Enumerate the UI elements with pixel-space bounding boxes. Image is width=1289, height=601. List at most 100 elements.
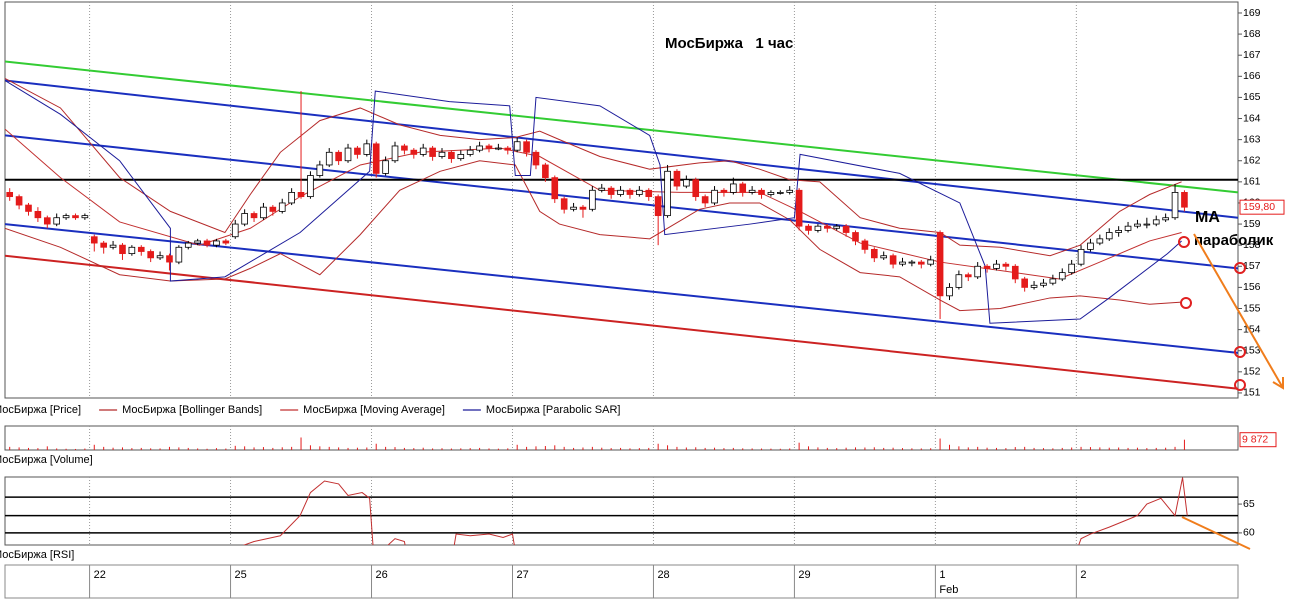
candle-body xyxy=(438,151,446,157)
candle-body xyxy=(401,145,408,151)
candle-body xyxy=(448,151,455,160)
candle-body xyxy=(617,189,624,195)
candle-body xyxy=(1087,242,1094,250)
candle-body xyxy=(767,192,775,195)
x-tick-label: 25 xyxy=(235,569,247,581)
candle-body xyxy=(410,149,418,155)
candle-body xyxy=(636,189,643,195)
x-tick-label: 26 xyxy=(376,569,388,581)
candle-body xyxy=(81,215,89,219)
candle-body xyxy=(570,206,577,210)
candle-body xyxy=(231,223,239,238)
y-tick-label: 165 xyxy=(1243,91,1261,103)
candle-body xyxy=(598,187,606,191)
rsi-line xyxy=(242,477,1188,545)
candle-body xyxy=(466,149,474,155)
marker-circle xyxy=(1234,262,1246,274)
x-tick-label: 22 xyxy=(94,569,106,581)
candle-body xyxy=(1105,232,1113,240)
y-tick-label: 169 xyxy=(1243,7,1261,19)
candle-body xyxy=(495,147,502,150)
candle-body xyxy=(391,145,399,162)
candle-body xyxy=(823,225,831,229)
candle-body xyxy=(1115,229,1122,233)
legend-label: МосБиржа [Parabolic SAR] xyxy=(486,404,621,416)
chart-title: МосБиржа 1 час xyxy=(665,35,793,52)
marker-circle xyxy=(1234,346,1246,358)
candle-body xyxy=(758,189,765,195)
marker-circle xyxy=(1234,379,1246,391)
candle-body xyxy=(786,189,794,193)
candle-body xyxy=(25,204,32,212)
candle-body xyxy=(278,202,286,212)
date-axis xyxy=(4,564,1239,599)
candle-body xyxy=(241,213,248,225)
candle-body xyxy=(363,143,371,155)
drawing-overlay xyxy=(1178,233,1284,550)
candle-body xyxy=(72,215,79,219)
panel-frame xyxy=(4,1,1239,399)
candle-body xyxy=(917,261,925,265)
candle-body xyxy=(607,187,615,195)
candle-body xyxy=(626,189,634,195)
candle-body xyxy=(1143,223,1151,226)
candle-body xyxy=(889,255,897,265)
y-tick-label: 60 xyxy=(1243,527,1255,539)
candle-body xyxy=(711,189,718,204)
trend-line xyxy=(5,134,1238,270)
arrow-head xyxy=(1272,377,1284,390)
candle-body xyxy=(1068,263,1075,274)
candle-body xyxy=(683,179,690,187)
candle-body xyxy=(720,189,728,193)
candle-body xyxy=(870,248,878,259)
panel-2 xyxy=(5,477,1238,545)
last-price-box xyxy=(1239,199,1285,215)
panel-0 xyxy=(5,2,1238,398)
candle-body xyxy=(147,251,154,259)
candle-body xyxy=(1049,278,1057,284)
last-value-label: 9 872 xyxy=(1242,433,1268,445)
annotation: параболик xyxy=(1194,232,1274,249)
candle-body xyxy=(673,170,681,187)
x-tick-label: 1 xyxy=(939,569,945,581)
candle-body xyxy=(1021,278,1028,288)
candle-body xyxy=(100,242,107,248)
candle-body xyxy=(90,236,98,244)
candle-body xyxy=(833,225,841,229)
last-value-box xyxy=(1239,432,1277,448)
candle-body xyxy=(1152,219,1160,225)
x-tick-label: 29 xyxy=(798,569,810,581)
candle-body xyxy=(532,151,540,166)
candle-body xyxy=(260,206,267,219)
y-tick-label: 151 xyxy=(1243,387,1261,399)
candle-body xyxy=(354,147,361,155)
candle-body xyxy=(325,151,333,166)
candle-body xyxy=(730,183,737,193)
candle-body xyxy=(542,164,549,179)
candle-body xyxy=(429,147,436,157)
legend-label: МосБиржа [RSI] xyxy=(0,549,74,561)
candle-body xyxy=(288,192,295,204)
candle-body xyxy=(842,225,850,233)
candle-body xyxy=(899,261,906,265)
candle-body xyxy=(993,263,1000,269)
candle-body xyxy=(53,217,61,225)
candle-body xyxy=(927,259,935,265)
candle-body xyxy=(297,192,305,198)
marker-circle xyxy=(1180,297,1192,309)
candle-body xyxy=(551,177,559,200)
candle-body xyxy=(307,175,314,198)
candle-body xyxy=(1162,217,1169,221)
y-tick-label: 164 xyxy=(1243,112,1261,124)
candle-body xyxy=(335,151,342,162)
candle-body xyxy=(908,261,916,264)
legend-label: МосБиржа [Bollinger Bands] xyxy=(122,404,262,416)
candle-body xyxy=(645,189,653,198)
candle-body xyxy=(128,246,136,255)
candle-body xyxy=(222,240,230,244)
candle-body xyxy=(250,213,258,219)
candle-body xyxy=(880,255,888,259)
candle-body xyxy=(814,225,822,231)
candle-body xyxy=(6,192,14,198)
